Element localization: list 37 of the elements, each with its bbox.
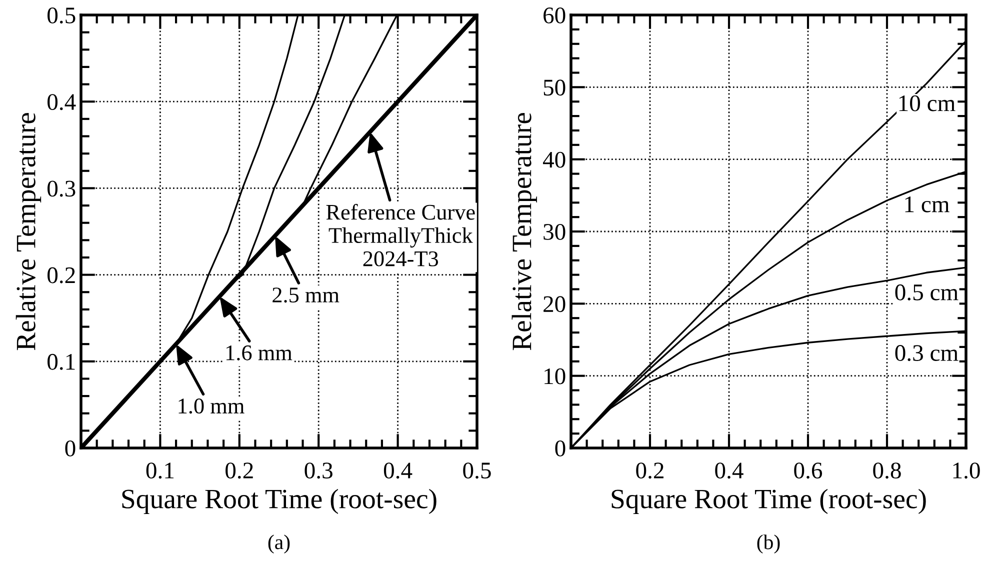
x-tick-label: 0.2 xyxy=(636,462,664,479)
x-tick-label: 0.3 xyxy=(304,462,332,479)
y-tick-label: 0 xyxy=(555,440,566,456)
y-tick-label: 60 xyxy=(544,7,566,24)
annotation: Reference Curve ThermallyThick 2024-T3 xyxy=(326,204,475,266)
y-axis-title: Relative Temperature xyxy=(512,112,537,350)
y-tick-label: 0.3 xyxy=(48,180,76,197)
annotation: 1.6 mm xyxy=(226,345,292,360)
y-tick-label: 0.5 xyxy=(48,7,76,24)
y-tick-label: 40 xyxy=(542,152,566,168)
y-tick-label: 0 xyxy=(65,440,76,456)
legend-label: 10 cm xyxy=(899,95,956,112)
y-tick-label: 10 xyxy=(544,368,566,384)
y-tick-label: 30 xyxy=(544,224,566,240)
x-axis-title: Square Root Time (root-sec) xyxy=(122,488,436,514)
y-tick-label: 0.2 xyxy=(48,267,75,284)
y-tick-label: 50 xyxy=(544,80,566,96)
y-tick-label: 0.1 xyxy=(48,354,75,370)
x-tick-label: 0.5 xyxy=(463,462,491,479)
text: (a) xyxy=(268,534,290,554)
x-tick-label: 0.6 xyxy=(794,462,822,479)
x-tick-label: 0.4 xyxy=(384,462,412,479)
text: (b) xyxy=(757,534,780,554)
x-tick-label: 0.2 xyxy=(226,462,253,479)
x-tick-label: 0.1 xyxy=(146,462,174,479)
annotation: 1.0 mm xyxy=(178,398,244,414)
legend-label: 1 cm xyxy=(905,196,950,212)
x-tick-label: 0.4 xyxy=(715,462,744,479)
y-axis-title: Relative Temperature xyxy=(16,112,42,350)
annotation: 2.5 mm xyxy=(272,288,340,303)
y-tick-label: 20 xyxy=(544,296,566,312)
x-tick-label: 1.0 xyxy=(953,462,980,479)
y-tick-label: 0.4 xyxy=(48,94,76,110)
x-tick-label: 0.8 xyxy=(873,462,901,479)
legend-label: 0.5 cm xyxy=(895,284,958,300)
x-axis-title: Square Root Time (root-sec) xyxy=(612,488,926,514)
legend-label: 0.3 cm xyxy=(895,345,958,362)
